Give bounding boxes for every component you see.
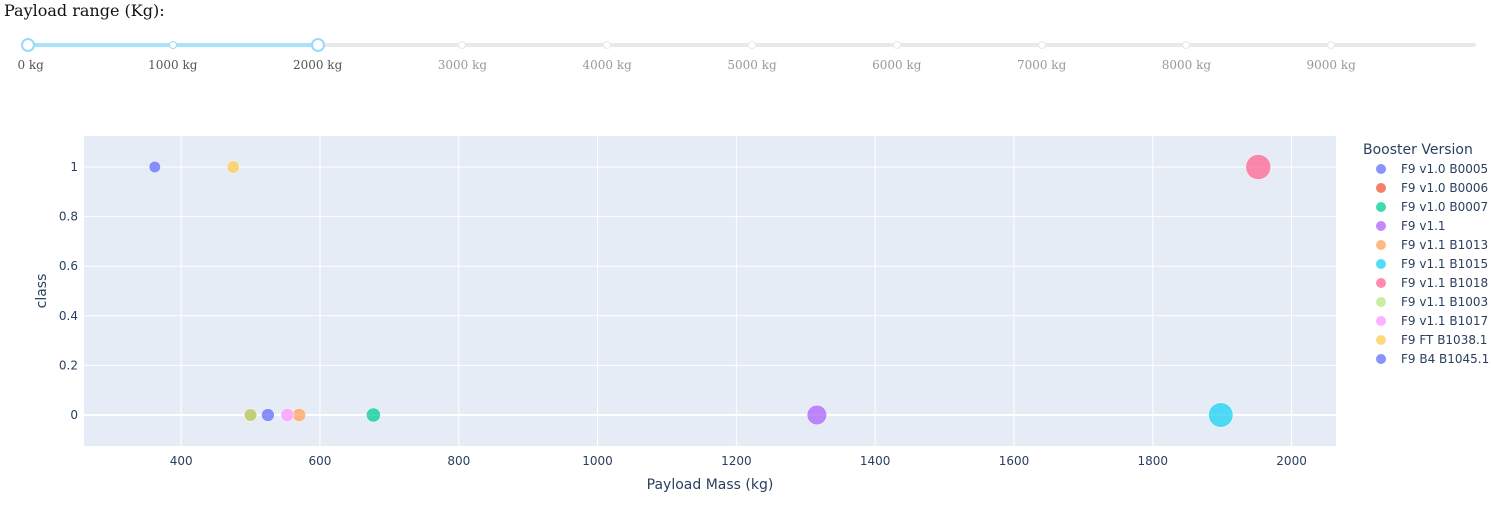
legend-label: F9 v1.1 B1013	[1401, 238, 1488, 252]
legend-label: F9 v1.1	[1401, 219, 1446, 233]
slider-mark-label[interactable]: 6000 kg	[872, 58, 922, 72]
plot-background	[84, 136, 1336, 446]
slider-dot[interactable]	[1182, 41, 1191, 49]
legend-label: F9 v1.0 B0005	[1401, 162, 1488, 176]
slider-dot[interactable]	[168, 41, 177, 49]
slider-dot[interactable]	[458, 41, 467, 49]
y-tick-label: 0	[70, 408, 78, 422]
slider-dot[interactable]	[1037, 41, 1046, 49]
data-point	[280, 408, 295, 422]
data-point	[226, 160, 240, 174]
legend-label: F9 FT B1038.1	[1401, 333, 1487, 347]
legend-marker	[1376, 240, 1386, 250]
data-point	[806, 404, 827, 426]
y-axis-title: class	[34, 274, 50, 309]
legend-label: F9 B4 B1045.1	[1401, 352, 1489, 366]
slider-mark-label[interactable]: 5000 kg	[727, 58, 777, 72]
x-tick-label: 600	[309, 454, 332, 468]
legend-marker	[1376, 316, 1386, 326]
legend-marker	[1376, 164, 1386, 174]
data-point	[1208, 402, 1234, 428]
payload-range-slider[interactable]: 0 kg 1000 kg 2000 kg 3000 kg 4000 kg 5000 kg 6…	[0, 30, 1491, 80]
data-point	[292, 408, 307, 422]
slider-handle-max[interactable]	[310, 38, 325, 52]
data-point	[261, 408, 275, 422]
y-tick-label: 0.2	[59, 358, 78, 372]
legend-label: F9 v1.0 B0007	[1401, 200, 1488, 214]
legend-marker	[1376, 297, 1386, 307]
slider-mark-label[interactable]: 7000 kg	[1016, 58, 1067, 72]
success-payload-scatter-chart: 400 600 800 1000 1200 1400 1600 1800 2000 0 0.2 0.4…	[34, 136, 1489, 493]
legend-label: F9 v1.1 B1017	[1401, 314, 1488, 328]
legend-marker	[1376, 183, 1386, 193]
x-tick-label: 800	[447, 454, 470, 468]
data-point	[366, 407, 381, 423]
y-tick-label: 0.4	[59, 309, 78, 323]
legend-marker	[1376, 259, 1386, 269]
slider-mark-label[interactable]: 0 kg	[17, 58, 44, 72]
slider-dot[interactable]	[892, 41, 901, 49]
legend-label: F9 v1.1 B1018	[1401, 276, 1488, 290]
slider-mark-label[interactable]: 4000 kg	[582, 58, 632, 72]
legend-label: F9 v1.1 B1015	[1401, 257, 1488, 271]
x-tick-label: 1600	[999, 454, 1030, 468]
x-tick-label: 1800	[1138, 454, 1169, 468]
data-point	[1245, 154, 1272, 180]
slider-mark-label[interactable]: 2000 kg	[292, 58, 343, 72]
legend-marker	[1376, 278, 1386, 288]
legend-label: F9 v1.1 B1003	[1401, 295, 1488, 309]
slider-mark-label[interactable]: 3000 kg	[437, 58, 488, 72]
slider-mark-label[interactable]: 9000 kg	[1306, 58, 1356, 72]
x-tick-label: 1000	[582, 454, 613, 468]
slider-handle-min[interactable]	[21, 38, 35, 52]
slider-dot[interactable]	[748, 41, 756, 49]
legend-title: Booster Version	[1363, 142, 1473, 158]
x-tick-label: 1400	[860, 454, 891, 468]
slider-mark-label[interactable]: 8000 kg	[1161, 58, 1212, 72]
x-axis-title: Payload Mass (kg)	[647, 477, 774, 493]
legend-marker	[1376, 202, 1386, 212]
data-point	[243, 408, 258, 422]
legend-label: F9 v1.0 B0006	[1401, 181, 1488, 195]
legend-marker	[1376, 221, 1386, 231]
y-tick-label: 0.8	[59, 210, 78, 224]
x-tick-label: 400	[170, 454, 193, 468]
payload-range-label: Payload range (Kg):	[4, 1, 165, 20]
slider-dot[interactable]	[603, 41, 612, 49]
legend-marker	[1376, 354, 1386, 364]
x-tick-label: 1200	[721, 454, 752, 468]
slider-mark-label[interactable]: 1000 kg	[148, 58, 198, 72]
y-tick-label: 0.6	[59, 259, 78, 273]
legend-marker	[1376, 335, 1386, 345]
y-tick-label: 1	[70, 160, 78, 174]
slider-dot[interactable]	[1327, 41, 1336, 49]
data-point	[148, 160, 161, 174]
x-tick-label: 2000	[1276, 454, 1307, 468]
